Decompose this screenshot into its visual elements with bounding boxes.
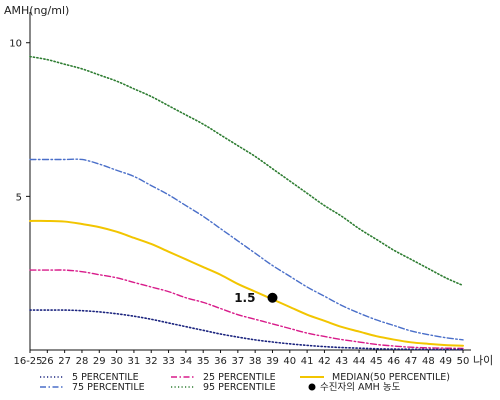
x-tick-label: 34 xyxy=(180,356,193,367)
x-tick-label: 28 xyxy=(76,356,89,367)
legend-label: MEDIAN(50 PERCENTILE) xyxy=(332,372,450,383)
x-tick-label: 26 xyxy=(41,356,54,367)
x-tick-label: 50 xyxy=(457,356,470,367)
legend-label: 95 PERCENTILE xyxy=(203,382,276,393)
patient-amh-point xyxy=(267,292,278,303)
x-tick-label: 46 xyxy=(387,356,400,367)
series-line-5-percentile xyxy=(29,309,464,351)
x-tick-label: 47 xyxy=(405,356,418,367)
x-tick-label: 33 xyxy=(162,356,175,367)
y-axis-title: AMH(ng/ml) xyxy=(4,4,69,17)
y-tick-label: 10 xyxy=(9,39,22,50)
legend-label: 25 PERCENTILE xyxy=(203,372,276,383)
legend-label: 5 PERCENTILE xyxy=(72,372,139,383)
x-tick-label: 32 xyxy=(145,356,158,367)
series-line-95-percentile xyxy=(29,55,464,287)
x-tick-label: 48 xyxy=(422,356,435,367)
legend-label: 75 PERCENTILE xyxy=(72,382,145,393)
x-axis-title: 나이 xyxy=(473,354,493,367)
series-line-75-percentile xyxy=(29,158,464,341)
x-tick-label: 37 xyxy=(231,356,244,367)
x-tick-label: 35 xyxy=(197,356,210,367)
series-line-median-50-percentile xyxy=(29,219,464,347)
x-tick-label: 36 xyxy=(214,356,227,367)
x-tick-label: 29 xyxy=(93,356,106,367)
x-tick-label: 38 xyxy=(249,356,262,367)
x-tick-label: 43 xyxy=(335,356,348,367)
x-tick-label: 40 xyxy=(283,356,296,367)
x-tick-label: 27 xyxy=(58,356,71,367)
x-tick-label: 42 xyxy=(318,356,331,367)
legend: 5 PERCENTILE 25 PERCENTILE MEDIAN(50 PERCE… xyxy=(40,372,450,393)
point-layer: 1.5 xyxy=(234,291,278,305)
x-tick-label: 41 xyxy=(301,356,314,367)
x-tick-label: 44 xyxy=(353,356,366,367)
x-tick-label: 31 xyxy=(128,356,141,367)
x-tick-label: 30 xyxy=(110,356,123,367)
patient-amh-value-label: 1.5 xyxy=(234,291,255,305)
x-tick-label: 45 xyxy=(370,356,383,367)
y-tick-label: 5 xyxy=(16,192,22,203)
series-line-25-percentile xyxy=(29,269,464,350)
series-layer xyxy=(29,55,464,351)
x-tick-label: 16-25 xyxy=(13,356,42,367)
legend-point-label: 수진자의 AMH 농도 xyxy=(320,382,401,393)
legend-point-marker xyxy=(308,383,316,391)
x-tick-label: 49 xyxy=(439,356,452,367)
x-tick-label: 39 xyxy=(266,356,279,367)
